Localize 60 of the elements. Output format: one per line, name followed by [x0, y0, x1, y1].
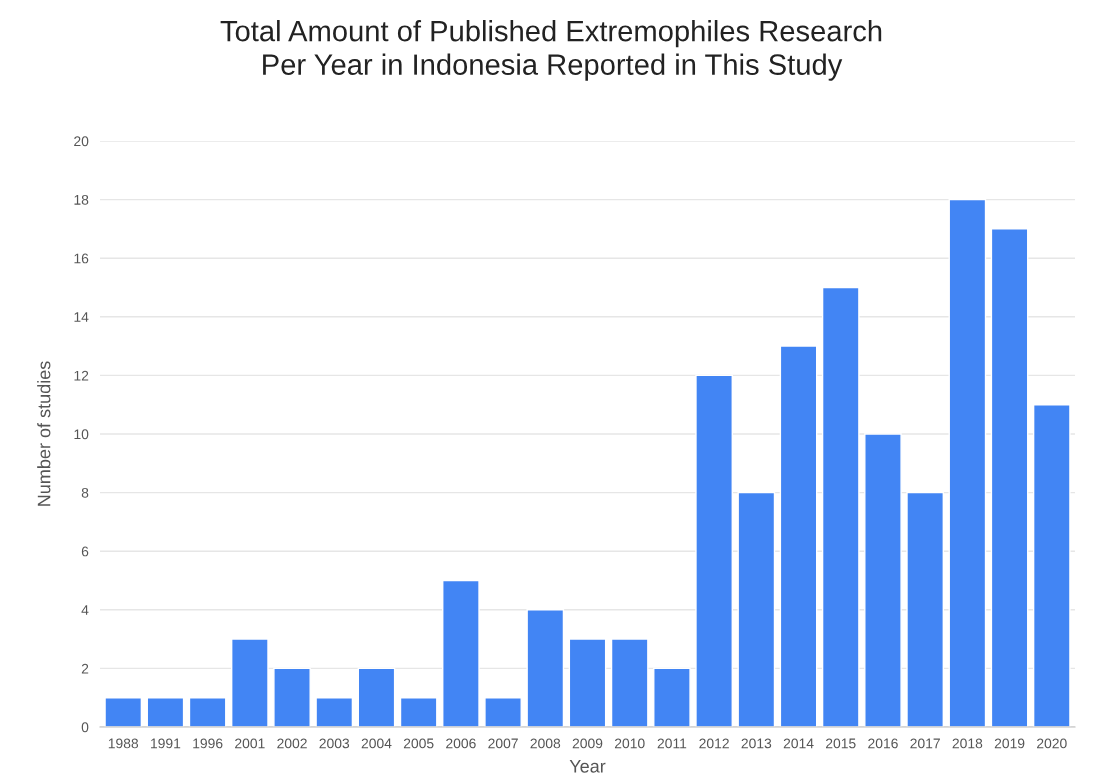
x-tick-label: 1996 [193, 738, 223, 749]
bar [357, 667, 396, 727]
x-tick-label: 2011 [657, 738, 687, 749]
bar [442, 579, 480, 727]
bar [484, 697, 522, 727]
bar [1032, 404, 1071, 727]
y-tick-label: 10 [74, 429, 89, 440]
y-tick-label: 0 [81, 722, 89, 733]
y-tick-label: 12 [74, 370, 89, 381]
x-tick-label: 2014 [783, 738, 814, 749]
y-tick-label: 4 [81, 605, 89, 615]
bar [273, 667, 311, 727]
bar [864, 433, 902, 727]
x-tick-label: 2008 [530, 738, 561, 749]
bar [906, 491, 945, 727]
x-tick-label: 2018 [952, 738, 983, 749]
x-tick-label: 2006 [446, 738, 476, 749]
chart-title: Total Amount of Published Extremophiles Research Per Year in Indonesia Reported in This Study [220, 20, 882, 81]
bar [737, 491, 776, 727]
x-tick-label: 2003 [319, 738, 350, 749]
bar [188, 697, 227, 727]
x-tick-label: 2020 [1037, 738, 1067, 749]
bar [315, 697, 354, 727]
y-tick-label: 2 [81, 663, 89, 674]
x-tick-label: 2005 [403, 738, 434, 749]
y-tick-label: 8 [81, 487, 89, 498]
bar [104, 697, 143, 727]
x-tick-label: 2012 [699, 738, 729, 749]
x-tick-label: 1991 [151, 738, 181, 749]
x-tick-label: 2016 [868, 738, 898, 749]
bar [526, 609, 565, 727]
x-tick-label: 2004 [361, 738, 392, 749]
bar [230, 638, 269, 727]
x-tick-label: 2007 [488, 738, 518, 749]
bar [568, 638, 607, 727]
y-tick-label: 18 [74, 194, 89, 205]
bar [695, 374, 733, 727]
bar [990, 228, 1029, 727]
bar [146, 697, 185, 727]
x-tick-label: 2017 [910, 738, 940, 749]
x-tick-label: 2001 [235, 738, 265, 749]
x-tick-label: 2013 [741, 738, 772, 749]
x-tick-label: 2009 [572, 738, 603, 749]
y-tick-label: 20 [74, 136, 89, 147]
x-tick-label: 2002 [277, 738, 307, 749]
x-tick-label: 2019 [994, 738, 1025, 749]
bar [779, 345, 818, 727]
y-axis-title: Number of studies [37, 361, 51, 506]
y-tick-label: 14 [74, 312, 89, 322]
bar [821, 286, 860, 727]
bar [948, 198, 987, 727]
bar [610, 638, 649, 727]
x-tick-label: 2010 [614, 738, 645, 749]
x-axis-title: Year [569, 760, 606, 773]
y-tick-label: 16 [74, 253, 89, 264]
bar [653, 667, 691, 727]
y-tick-label: 6 [81, 546, 89, 557]
bar [399, 697, 438, 727]
x-tick-label: 2015 [826, 738, 856, 749]
x-tick-label: 1988 [108, 738, 139, 749]
